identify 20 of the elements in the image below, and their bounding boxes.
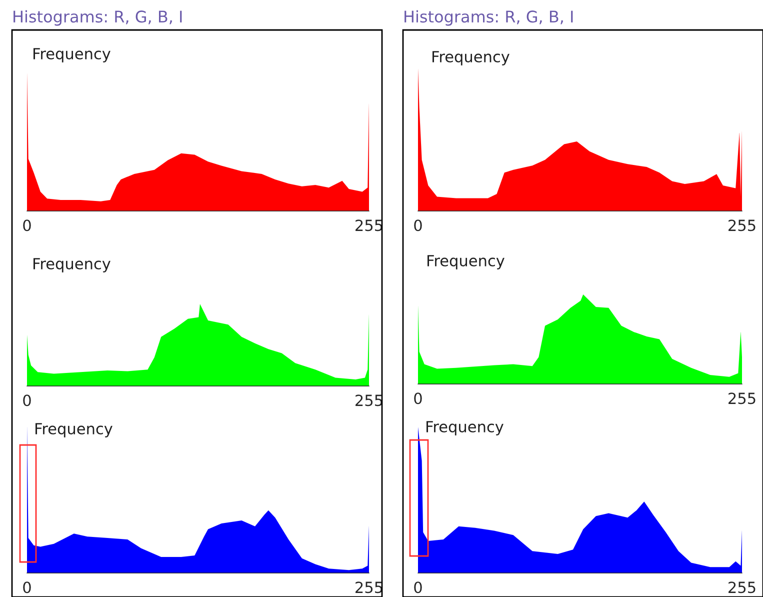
y-axis-title: Frequency xyxy=(36,423,112,438)
x-tick-label: 255 xyxy=(356,220,382,232)
x-tick-label: 255 xyxy=(356,582,382,594)
x-tick-label: 255 xyxy=(356,394,382,406)
x-tick-label: 0 xyxy=(23,394,31,406)
x-tick-label: 0 xyxy=(23,220,31,232)
chart-title: Histograms: R, G, B, I xyxy=(14,10,182,26)
x-tick-label: 0 xyxy=(414,582,422,594)
y-axis-title: Frequency xyxy=(34,258,110,272)
x-tick-label: 0 xyxy=(414,392,422,404)
chart-title: Histograms: R, G, B, I xyxy=(404,10,573,26)
y-axis-title: Frequency xyxy=(34,48,110,62)
x-tick-label: 255 xyxy=(728,582,756,594)
x-tick-label: 0 xyxy=(414,220,422,232)
x-tick-label: 255 xyxy=(728,392,756,404)
y-axis-title: Frequency xyxy=(428,255,504,270)
x-tick-label: 255 xyxy=(728,220,756,232)
y-axis-title: Frequency xyxy=(432,51,510,66)
x-tick-label: 0 xyxy=(23,582,31,594)
y-axis-title: Frequency xyxy=(426,421,504,436)
